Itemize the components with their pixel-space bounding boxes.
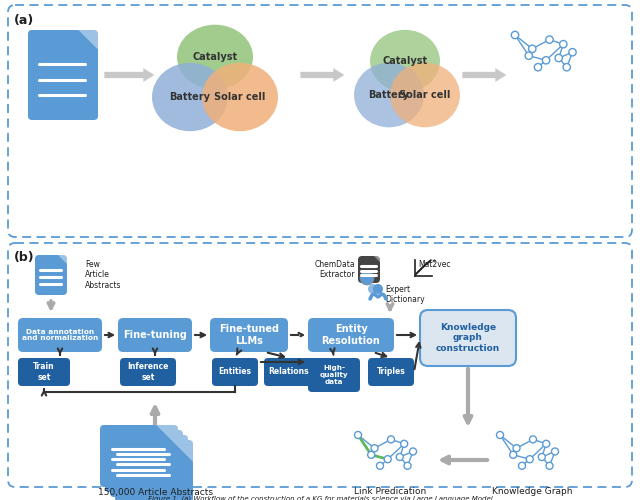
Text: ChemData
Extractor: ChemData Extractor xyxy=(314,260,355,280)
FancyBboxPatch shape xyxy=(264,358,314,386)
Circle shape xyxy=(552,448,559,455)
Text: Catalyst: Catalyst xyxy=(383,56,428,66)
Polygon shape xyxy=(374,256,380,262)
FancyArrow shape xyxy=(462,68,507,82)
Circle shape xyxy=(546,462,553,469)
Text: Knowledge Graph: Knowledge Graph xyxy=(492,487,572,496)
FancyBboxPatch shape xyxy=(28,30,98,120)
Circle shape xyxy=(543,440,550,448)
Text: Solar cell: Solar cell xyxy=(214,92,266,102)
FancyBboxPatch shape xyxy=(100,425,178,487)
Circle shape xyxy=(401,440,408,448)
Text: Fine-tuning: Fine-tuning xyxy=(123,330,187,340)
FancyBboxPatch shape xyxy=(120,358,176,386)
FancyBboxPatch shape xyxy=(212,358,258,386)
Text: Mat2vec: Mat2vec xyxy=(418,260,451,269)
Circle shape xyxy=(367,452,375,458)
Polygon shape xyxy=(79,30,98,50)
Text: Knowledge
graph
construction: Knowledge graph construction xyxy=(436,323,500,353)
FancyBboxPatch shape xyxy=(8,243,632,487)
Ellipse shape xyxy=(152,63,228,131)
Text: (a): (a) xyxy=(14,14,35,27)
Circle shape xyxy=(529,45,536,52)
Circle shape xyxy=(410,448,417,455)
Circle shape xyxy=(360,271,374,285)
Polygon shape xyxy=(58,255,67,264)
Circle shape xyxy=(376,462,383,469)
Text: Relations: Relations xyxy=(269,368,309,376)
FancyBboxPatch shape xyxy=(118,318,192,352)
Text: Few
Article
Abstracts: Few Article Abstracts xyxy=(85,260,122,290)
FancyBboxPatch shape xyxy=(308,358,360,392)
Text: Fine-tuned
LLMs: Fine-tuned LLMs xyxy=(219,324,279,346)
Circle shape xyxy=(559,40,567,48)
FancyBboxPatch shape xyxy=(115,440,193,500)
Circle shape xyxy=(563,64,570,71)
Text: Battery: Battery xyxy=(369,90,410,100)
Circle shape xyxy=(546,36,553,44)
Circle shape xyxy=(525,52,532,60)
Circle shape xyxy=(371,444,378,452)
Text: Entities: Entities xyxy=(218,368,252,376)
Text: (b): (b) xyxy=(14,251,35,264)
Text: *: * xyxy=(432,259,436,268)
FancyArrow shape xyxy=(104,68,155,82)
Circle shape xyxy=(555,54,563,62)
Polygon shape xyxy=(171,440,193,462)
Text: Entity
Resolution: Entity Resolution xyxy=(322,324,380,346)
Ellipse shape xyxy=(354,62,424,128)
FancyBboxPatch shape xyxy=(105,430,183,492)
FancyBboxPatch shape xyxy=(210,318,288,352)
Circle shape xyxy=(529,436,536,443)
Text: Inference
set: Inference set xyxy=(127,362,169,382)
Circle shape xyxy=(387,436,394,443)
Ellipse shape xyxy=(390,62,460,128)
FancyBboxPatch shape xyxy=(18,358,70,386)
Text: High-
quality
data: High- quality data xyxy=(320,365,348,385)
Text: Link Predication: Link Predication xyxy=(354,487,426,496)
Circle shape xyxy=(509,452,516,458)
FancyBboxPatch shape xyxy=(8,5,632,237)
Ellipse shape xyxy=(202,63,278,131)
Circle shape xyxy=(542,56,550,64)
FancyBboxPatch shape xyxy=(368,358,414,386)
Circle shape xyxy=(511,32,518,38)
Circle shape xyxy=(368,284,378,294)
FancyBboxPatch shape xyxy=(18,318,102,352)
Circle shape xyxy=(497,432,504,438)
FancyArrow shape xyxy=(300,68,345,82)
Circle shape xyxy=(526,456,533,462)
Circle shape xyxy=(538,454,545,460)
Ellipse shape xyxy=(177,24,253,90)
Text: Expert
Dictionary: Expert Dictionary xyxy=(385,285,424,304)
Text: Battery: Battery xyxy=(170,92,211,102)
Circle shape xyxy=(396,454,403,460)
Circle shape xyxy=(404,462,411,469)
FancyBboxPatch shape xyxy=(308,318,394,352)
Text: Train
set: Train set xyxy=(33,362,55,382)
Circle shape xyxy=(569,48,576,56)
FancyBboxPatch shape xyxy=(35,255,67,295)
FancyBboxPatch shape xyxy=(358,256,380,283)
Text: Solar cell: Solar cell xyxy=(399,90,451,100)
Text: Data annotation
and normalization: Data annotation and normalization xyxy=(22,328,98,342)
Polygon shape xyxy=(161,430,183,452)
Polygon shape xyxy=(166,435,188,457)
Polygon shape xyxy=(156,425,178,447)
Circle shape xyxy=(373,284,383,294)
Circle shape xyxy=(518,462,525,469)
Circle shape xyxy=(384,456,391,462)
Text: Triples: Triples xyxy=(376,368,405,376)
Ellipse shape xyxy=(370,30,440,92)
Circle shape xyxy=(513,444,520,452)
Circle shape xyxy=(534,64,541,71)
FancyBboxPatch shape xyxy=(420,310,516,366)
Text: Catalyst: Catalyst xyxy=(193,52,237,62)
Text: 150,000 Article Abstracts: 150,000 Article Abstracts xyxy=(97,488,212,497)
FancyBboxPatch shape xyxy=(110,435,188,497)
Circle shape xyxy=(355,432,362,438)
Text: Figure 1. (a) Workflow of the construction of a KG for materials science via Lar: Figure 1. (a) Workflow of the constructi… xyxy=(148,495,492,500)
